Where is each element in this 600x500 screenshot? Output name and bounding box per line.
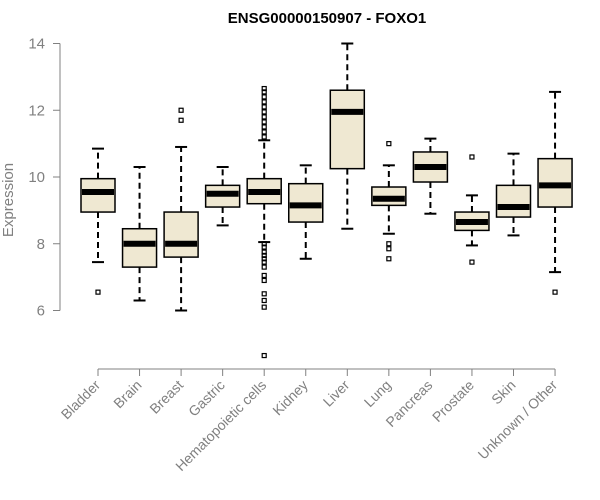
outlier-point (261, 256, 267, 262)
outlier-point (386, 246, 392, 252)
x-tick-label: Skin (488, 377, 519, 408)
outlier-point (261, 297, 267, 304)
iqr-box (163, 211, 199, 258)
outlier-point (261, 114, 267, 120)
x-tick-label: Prostate (429, 377, 477, 425)
outlier-point (261, 241, 267, 247)
box-group (121, 165, 158, 302)
outlier-point (261, 249, 267, 255)
y-axis: 6 8 10 12 14 (28, 36, 61, 320)
box-group (80, 147, 116, 295)
x-tick-label: Kidney (269, 377, 311, 419)
outlier-point (261, 352, 267, 359)
y-tick-label: 12 (28, 102, 45, 119)
outlier-point (261, 259, 267, 265)
outlier-point (178, 107, 184, 113)
outlier-point (261, 272, 267, 279)
outlier-point (178, 117, 184, 123)
box-group (204, 165, 241, 227)
outlier-point (261, 104, 267, 110)
y-axis-label: Expression (0, 163, 17, 237)
x-tick-label: Lung (361, 377, 394, 410)
x-tick-label: Breast (146, 377, 186, 417)
x-tick-label: Unknown / Other (475, 377, 561, 463)
outlier-point (261, 129, 267, 135)
y-tick-label: 6 (37, 303, 45, 320)
box-group (454, 154, 490, 265)
y-tick-label: 8 (37, 236, 45, 253)
outlier-point (261, 134, 267, 140)
x-tick-label: Brain (110, 377, 144, 411)
outlier-point (552, 289, 558, 295)
outlier-point (261, 304, 267, 310)
box-group (163, 107, 199, 312)
outlier-point (95, 289, 101, 295)
boxes-layer (80, 42, 573, 359)
outlier-point (386, 241, 392, 247)
box-group (371, 141, 407, 262)
x-tick-label: Liver (320, 377, 353, 410)
outlier-point (261, 89, 267, 95)
outlier-point (261, 109, 267, 115)
outlier-point (386, 141, 392, 147)
iqr-box (121, 227, 158, 268)
outlier-point (261, 85, 267, 92)
outlier-point (261, 252, 267, 259)
iqr-box (329, 89, 366, 170)
box-group (537, 90, 573, 295)
chart-title: ENSG00000150907 - FOXO1 (228, 10, 426, 27)
outlier-point (261, 264, 267, 270)
iqr-box (80, 177, 116, 213)
box-group (412, 137, 449, 215)
outlier-point (261, 124, 267, 130)
outlier-point (261, 99, 267, 105)
outlier-point (386, 256, 392, 262)
y-tick-label: 10 (28, 169, 45, 186)
outlier-point (469, 154, 475, 160)
x-tick-label: Bladder (58, 377, 104, 423)
box-group (495, 152, 532, 237)
outlier-point (261, 277, 267, 284)
iqr-box (495, 184, 532, 218)
box-group (329, 42, 366, 230)
outlier-point (261, 94, 267, 100)
outlier-point (469, 259, 475, 265)
outlier-point (261, 244, 267, 250)
box-group (246, 85, 282, 359)
outlier-point (261, 119, 267, 125)
outlier-point (261, 291, 267, 297)
box-group (288, 164, 324, 260)
y-tick-label: 14 (28, 36, 45, 53)
